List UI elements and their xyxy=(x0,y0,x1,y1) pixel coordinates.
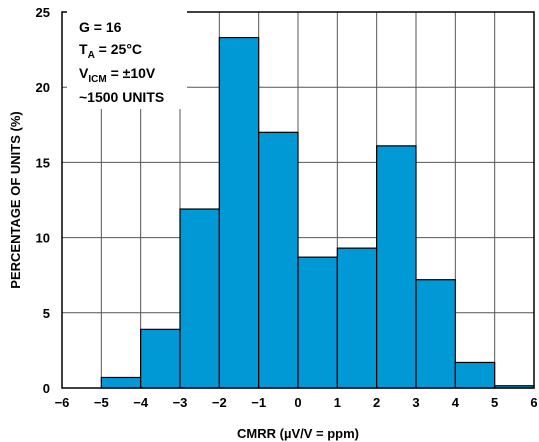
x-tick-label: −6 xyxy=(55,395,70,410)
x-tick-label: 6 xyxy=(530,395,537,410)
x-tick-label: 4 xyxy=(452,395,460,410)
y-tick-label: 10 xyxy=(36,231,50,246)
y-tick-label: 5 xyxy=(43,306,50,321)
x-tick-label: 3 xyxy=(412,395,419,410)
conditions-annotation: G = 16 TA = 25°C VICM = ±10V ~1500 UNITS xyxy=(67,9,187,109)
y-tick-label: 20 xyxy=(36,80,50,95)
histogram-bar xyxy=(297,256,338,389)
histogram-bar xyxy=(100,376,142,389)
histogram-bar xyxy=(454,361,496,389)
histogram-bar xyxy=(336,247,378,389)
x-tick-label: −3 xyxy=(173,395,188,410)
x-tick-label: −1 xyxy=(251,395,266,410)
y-tick-labels: 0 5 10 15 20 25 xyxy=(36,5,50,396)
x-tick-label: −4 xyxy=(133,395,149,410)
histogram-bars xyxy=(100,36,535,389)
x-axis-title: CMRR (µV/V = ppm) xyxy=(237,426,359,441)
histogram-bar xyxy=(258,131,299,389)
x-tick-labels: −6 −5 −4 −3 −2 −1 0 1 2 3 4 5 6 xyxy=(55,395,538,410)
annotation-unit-count: ~1500 UNITS xyxy=(79,89,164,105)
annotation-common-mode-voltage: VICM = ±10V xyxy=(79,65,156,85)
x-tick-label: −2 xyxy=(212,395,227,410)
histogram-bar xyxy=(415,279,456,389)
y-tick-label: 25 xyxy=(36,5,50,20)
y-axis-title: PERCENTAGE OF UNITS (%) xyxy=(8,111,23,288)
annotation-gain: G = 16 xyxy=(79,19,122,35)
annotation-temperature: TA = 25°C xyxy=(79,41,142,61)
annotation-box xyxy=(67,9,187,109)
x-tick-label: 0 xyxy=(294,395,301,410)
y-tick-label: 0 xyxy=(43,381,50,396)
histogram-bar xyxy=(140,328,181,389)
histogram-bar xyxy=(376,145,417,389)
y-tick-label: 15 xyxy=(36,155,50,170)
histogram-bar xyxy=(179,208,220,389)
histogram-bar xyxy=(218,36,260,389)
plot-frame xyxy=(61,11,535,389)
x-tick-label: 1 xyxy=(334,395,341,410)
x-tick-label: 2 xyxy=(373,395,380,410)
x-tick-label: −5 xyxy=(94,395,109,410)
x-tick-label: 5 xyxy=(491,395,498,410)
